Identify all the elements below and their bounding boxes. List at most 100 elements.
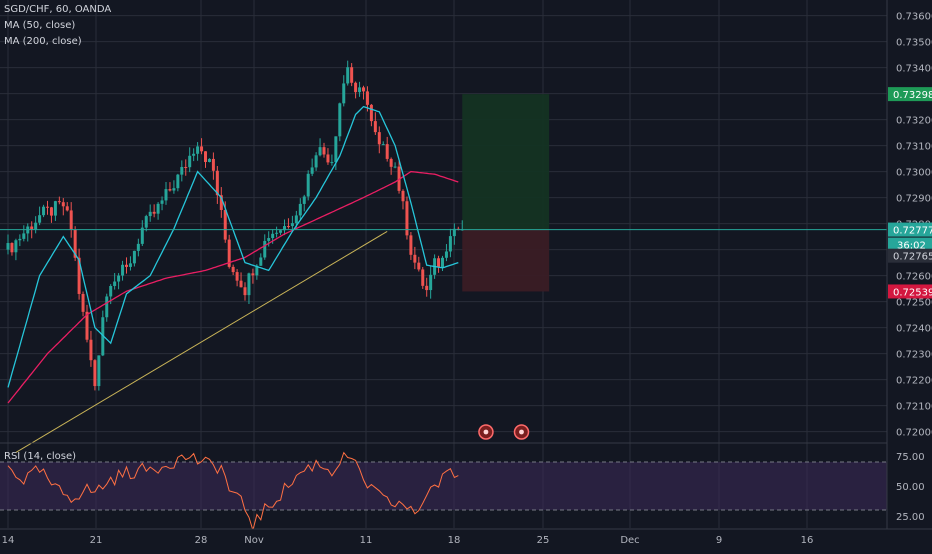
trendline [15, 230, 388, 453]
candle-body [69, 210, 73, 230]
candle-body [77, 257, 81, 294]
candle-body [160, 200, 164, 204]
candle-body [385, 144, 389, 159]
candle-body [14, 240, 18, 253]
candle-body [290, 223, 294, 227]
x-tick-label: 16 [801, 535, 814, 546]
candle-body [255, 265, 259, 276]
x-tick-label: 18 [448, 535, 461, 546]
candle-body [279, 230, 283, 233]
candle-body [437, 258, 441, 268]
x-tick-label: 14 [2, 535, 15, 546]
target-price-label: 0.73298 [893, 90, 932, 101]
candle-body [172, 188, 176, 191]
candle-body [176, 174, 180, 189]
candle-body [144, 216, 148, 228]
ma200-line [7, 170, 459, 404]
candle-body [227, 239, 231, 267]
candle-body [452, 228, 456, 237]
candle-body [219, 195, 223, 210]
candle-body [381, 144, 385, 146]
candle-body [365, 91, 369, 105]
ma200-legend[interactable]: MA (200, close) [4, 36, 82, 47]
rsi-tick-label: 50.00 [896, 482, 925, 493]
candle-body [393, 166, 397, 168]
candle-body [38, 215, 42, 223]
x-tick-label: 25 [537, 535, 550, 546]
candle-body [117, 275, 121, 282]
candle-body [34, 222, 38, 230]
rsi-band [0, 462, 887, 510]
candle-body [275, 232, 279, 234]
candle-body [271, 233, 275, 239]
candle-body [330, 162, 334, 164]
candle-body [322, 147, 326, 155]
position-stop-zone [462, 229, 550, 292]
event-marker-dot [519, 429, 524, 435]
candle-body [377, 132, 381, 145]
candle-body [192, 153, 196, 156]
time-axis [0, 529, 932, 550]
rsi-tick-label: 25.00 [896, 512, 925, 523]
candle-body [156, 203, 160, 214]
candle-body [128, 263, 132, 267]
symbol-legend[interactable]: SGD/CHF, 60, OANDA [4, 4, 112, 15]
candle-body [207, 158, 211, 162]
candle-body [10, 243, 14, 253]
position-target-zone [462, 94, 550, 230]
candle-body [164, 189, 168, 201]
candle-body [168, 189, 172, 191]
candle-body [215, 170, 219, 196]
candle-body [89, 339, 93, 361]
candle-body [259, 257, 263, 266]
candle-body [409, 235, 413, 255]
candle-body [53, 201, 57, 216]
x-tick-label: Dec [620, 535, 639, 546]
candle-body [188, 155, 192, 168]
candle-body [200, 146, 204, 152]
candle-body [302, 196, 306, 204]
candle-body [251, 273, 255, 276]
x-tick-label: 11 [360, 535, 373, 546]
x-tick-label: Nov [244, 535, 264, 546]
candle-body [417, 262, 421, 270]
candle-body [334, 136, 338, 163]
candle-body [136, 243, 140, 251]
candle-body [326, 154, 330, 163]
x-tick-label: 9 [716, 535, 722, 546]
candle-body [113, 281, 117, 286]
rsi-tick-label: 75.00 [896, 452, 925, 463]
candle-body [239, 280, 243, 288]
candle-body [444, 251, 448, 258]
candle-body [18, 238, 22, 241]
candle-body [148, 211, 152, 217]
candle-body [121, 264, 125, 276]
event-marker-dot [483, 429, 489, 435]
candle-body [93, 360, 97, 387]
rsi-legend[interactable]: RSI (14, close) [4, 451, 77, 462]
candle-body [204, 151, 207, 162]
current-price-label-bg [888, 222, 932, 237]
candle-body [421, 269, 425, 286]
countdown-bg [888, 237, 932, 252]
candle-body [425, 285, 429, 291]
candle-body [223, 209, 227, 240]
ma50-legend[interactable]: MA (50, close) [4, 20, 76, 31]
candle-body [405, 201, 409, 236]
candle-body [298, 203, 302, 216]
candle-body [132, 250, 136, 264]
x-tick-label: 28 [195, 535, 208, 546]
candle-body [211, 158, 215, 171]
